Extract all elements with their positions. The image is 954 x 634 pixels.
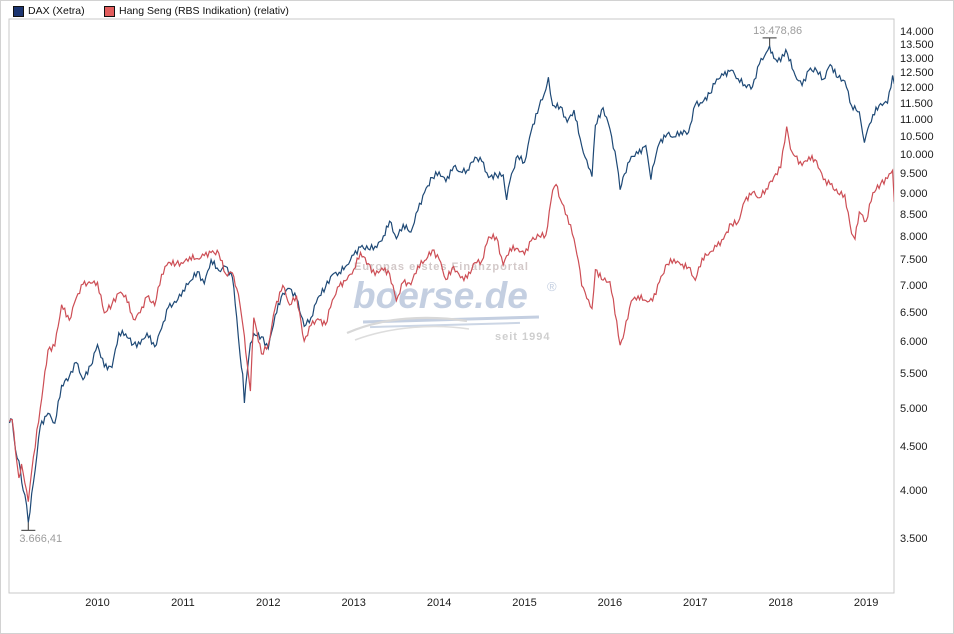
y-axis-tick-label: 13.000 <box>900 53 934 66</box>
y-axis-tick-label: 8.500 <box>900 208 928 221</box>
y-axis-tick-label: 3.500 <box>900 533 928 546</box>
dax-series-swatch <box>13 6 24 17</box>
hangseng-series-label: Hang Seng (RBS Indikation) (relativ) <box>119 5 289 17</box>
high-value-annotation: 13.478,86 <box>753 24 803 37</box>
low-value-annotation: 3.666,41 <box>19 533 63 546</box>
y-axis-tick-label: 4.500 <box>900 441 928 454</box>
x-axis-tick-label: 2011 <box>171 597 195 609</box>
y-axis-tick-label: 14.000 <box>900 26 934 38</box>
chart-legend: DAX (Xetra) Hang Seng (RBS Indikation) (… <box>1 1 953 19</box>
x-axis-tick-label: 2012 <box>256 597 281 609</box>
y-axis-tick-label: 12.500 <box>900 67 934 80</box>
x-axis-tick-label: 2018 <box>768 597 793 609</box>
hangseng-series-swatch <box>104 6 115 17</box>
y-axis-tick-label: 11.500 <box>900 97 933 110</box>
series-line-hangseng <box>9 126 894 502</box>
y-axis-tick-label: 10.500 <box>900 131 934 144</box>
y-axis-tick-label: 7.500 <box>900 254 928 267</box>
y-axis-tick-label: 5.000 <box>900 402 928 415</box>
y-axis-tick-label: 6.000 <box>900 336 928 349</box>
y-axis-tick-label: 13.500 <box>900 39 934 52</box>
y-axis-tick-label: 4.000 <box>900 484 928 497</box>
high-marker-icon <box>762 37 777 46</box>
y-axis-tick-label: 9.500 <box>900 167 928 180</box>
dax-series-label: DAX (Xetra) <box>28 5 85 17</box>
y-axis-tick-label: 12.000 <box>900 82 934 95</box>
series-line-dax <box>9 43 894 523</box>
y-axis-tick-label: 7.000 <box>900 279 928 292</box>
y-axis-tick-label: 9.000 <box>900 187 928 200</box>
x-axis-tick-label: 2015 <box>512 597 537 609</box>
y-axis-tick-label: 6.500 <box>900 306 928 319</box>
y-axis-tick-label: 8.000 <box>900 230 928 243</box>
x-axis-tick-label: 2016 <box>597 597 623 609</box>
y-axis-tick-label: 10.000 <box>900 149 934 162</box>
x-axis-tick-label: 2014 <box>426 597 452 609</box>
x-axis-tick-label: 2017 <box>683 597 708 609</box>
x-axis-tick-label: 2019 <box>853 597 879 609</box>
x-axis-tick-label: 2013 <box>341 597 366 609</box>
y-axis-tick-label: 5.500 <box>900 367 928 380</box>
plot-border <box>8 18 895 594</box>
y-axis-tick-label: 11.000 <box>900 114 933 127</box>
low-marker-icon <box>21 522 36 531</box>
x-axis-tick-label: 2010 <box>85 597 110 609</box>
